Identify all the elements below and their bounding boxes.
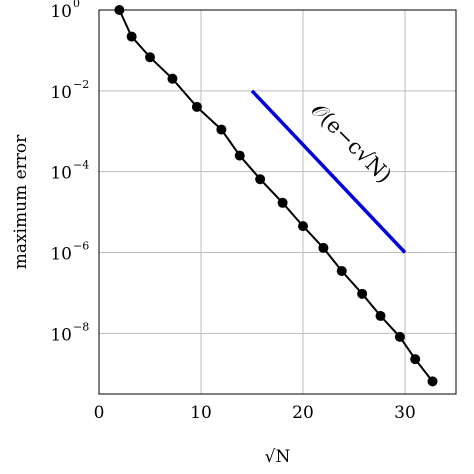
y-tick-exponent: 0 — [73, 0, 80, 10]
data-point — [318, 242, 329, 253]
y-tick-label: 10 — [50, 245, 72, 265]
data-point — [375, 310, 386, 321]
data-point — [191, 101, 202, 112]
y-tick-exponent: −6 — [73, 240, 89, 253]
y-tick-label: 10 — [50, 325, 72, 345]
y-tick-label: 10 — [50, 83, 72, 103]
y-tick-label: 10 — [50, 2, 72, 22]
data-point — [410, 354, 421, 365]
data-point — [145, 52, 155, 63]
data-point — [277, 197, 288, 208]
x-tick-label: 10 — [190, 403, 212, 423]
y-tick-label: 10 — [50, 164, 72, 184]
data-point — [255, 174, 266, 185]
y-axis-label: maximum error — [11, 134, 31, 269]
y-tick-exponent: −2 — [73, 78, 89, 91]
data-point — [126, 31, 137, 42]
data-point — [336, 265, 347, 276]
data-point — [298, 221, 308, 232]
rate-reference-line — [250, 89, 407, 254]
data-point — [357, 288, 368, 299]
data-point — [234, 150, 245, 161]
x-tick-label: 0 — [94, 403, 105, 423]
x-axis-label: √N — [265, 447, 291, 467]
data-point — [394, 331, 405, 342]
data-point — [216, 124, 227, 135]
x-tick-label: 20 — [292, 403, 314, 423]
x-tick-label: 30 — [394, 403, 416, 423]
plot-frame — [98, 9, 457, 395]
y-tick-exponent: −8 — [73, 320, 89, 333]
data-point — [167, 73, 178, 84]
y-tick-exponent: −4 — [73, 159, 89, 172]
data-point — [427, 376, 438, 387]
